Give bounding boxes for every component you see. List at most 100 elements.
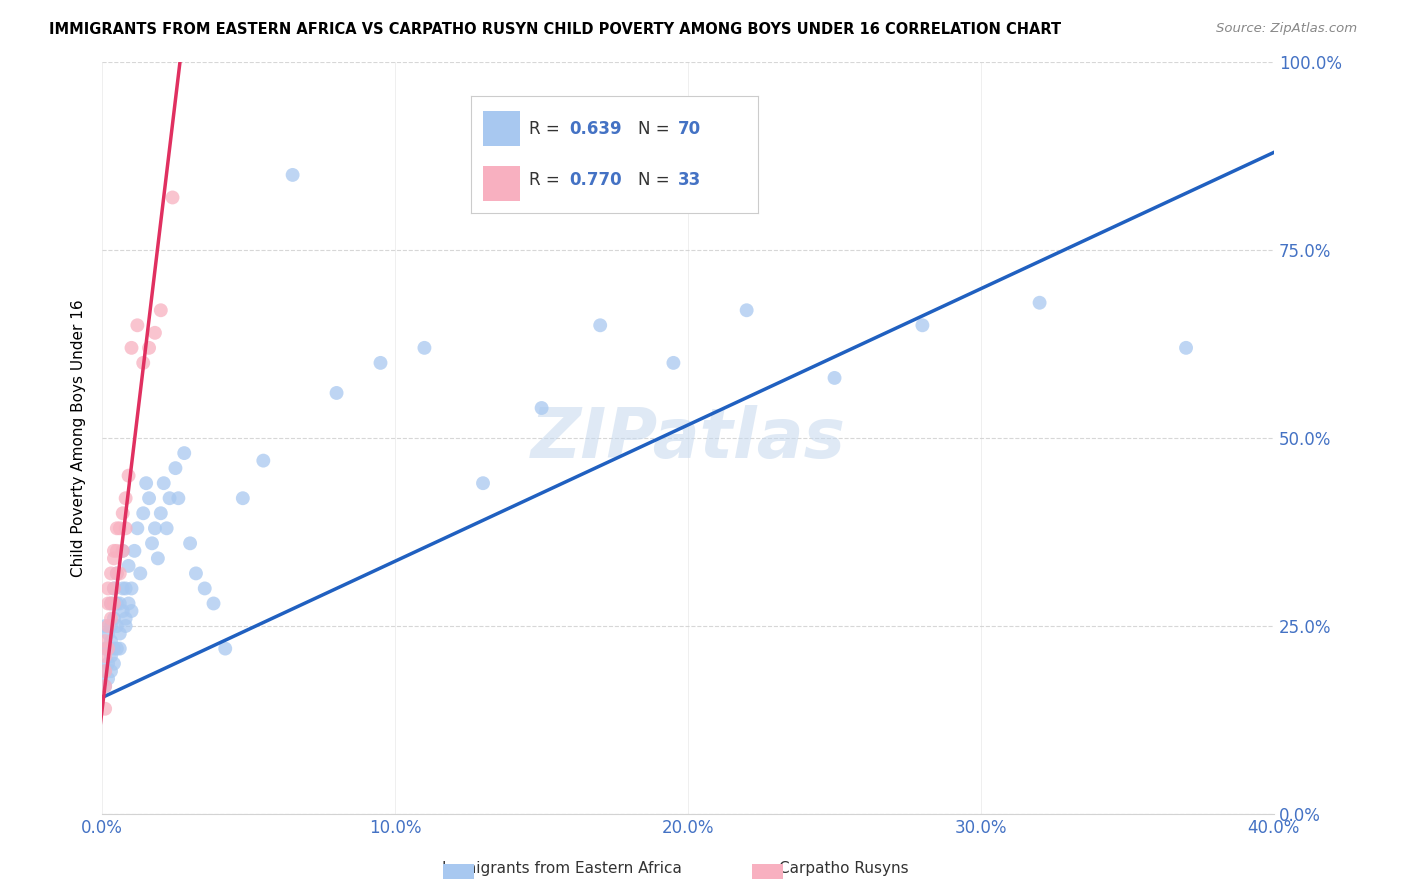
Point [114,619,136,633]
Point [114,582,136,596]
Point [94,649,117,664]
Point [173,446,195,460]
Point [100,597,122,611]
Point [97,582,120,596]
Point [111,544,134,558]
Point [97,641,120,656]
Point [129,566,152,581]
Point [100,649,122,664]
Point [105,566,128,581]
Point [103,551,125,566]
Text: ZIPatlas: ZIPatlas [530,405,845,472]
Point [94,679,117,693]
Text: Immigrants from Eastern Africa: Immigrants from Eastern Africa [443,862,682,876]
Point [156,521,179,535]
Point [138,491,160,506]
Point [100,664,122,678]
Point [132,356,155,370]
Point [214,641,236,656]
Point [370,356,392,370]
Point [1175,341,1198,355]
Point [413,341,436,355]
Point [111,582,134,596]
Point [111,544,134,558]
Text: Source: ZipAtlas.com: Source: ZipAtlas.com [1216,22,1357,36]
Text: Carpatho Rusyns: Carpatho Rusyns [779,862,908,876]
Point [105,566,128,581]
Point [121,582,143,596]
Point [179,536,201,550]
Point [103,657,125,671]
Point [149,303,172,318]
Point [252,453,274,467]
Point [114,611,136,625]
Point [194,582,217,596]
Point [94,679,117,693]
Point [143,326,166,340]
Point [103,582,125,596]
Point [97,672,120,686]
Text: IMMIGRANTS FROM EASTERN AFRICA VS CARPATHO RUSYN CHILD POVERTY AMONG BOYS UNDER : IMMIGRANTS FROM EASTERN AFRICA VS CARPAT… [49,22,1062,37]
Point [97,626,120,640]
Point [824,371,846,385]
Point [108,641,131,656]
Point [149,506,172,520]
Point [132,506,155,520]
Point [146,551,169,566]
Point [167,491,190,506]
Point [135,476,157,491]
Point [281,168,304,182]
Point [121,604,143,618]
Point [117,468,139,483]
Point [114,491,136,506]
Point [94,664,117,678]
Point [103,582,125,596]
Point [117,558,139,573]
Point [105,521,128,535]
Point [111,506,134,520]
Point [202,597,225,611]
Y-axis label: Child Poverty Among Boys Under 16: Child Poverty Among Boys Under 16 [72,299,86,577]
Point [1028,295,1050,310]
Point [114,521,136,535]
Point [911,318,934,333]
Point [111,604,134,618]
Point [108,521,131,535]
Point [530,401,553,415]
Point [141,536,163,550]
Point [100,619,122,633]
Point [100,611,122,625]
Point [138,341,160,355]
Point [108,626,131,640]
Point [127,521,149,535]
Point [143,521,166,535]
Point [472,476,495,491]
Point [108,566,131,581]
Point [152,476,174,491]
Point [103,611,125,625]
Point [589,318,612,333]
Point [100,634,122,648]
Point [232,491,254,506]
Point [94,634,117,648]
Point [100,597,122,611]
Point [105,544,128,558]
Point [105,597,128,611]
Point [162,190,184,204]
Point [97,619,120,633]
Point [103,641,125,656]
Point [94,664,117,678]
Point [662,356,685,370]
Point [100,566,122,581]
Point [121,341,143,355]
Point [108,597,131,611]
Point [97,597,120,611]
Point [184,566,207,581]
Point [127,318,149,333]
Point [97,641,120,656]
Point [94,641,117,656]
Point [124,544,146,558]
Point [165,461,187,475]
Point [94,702,117,716]
Point [325,386,347,401]
